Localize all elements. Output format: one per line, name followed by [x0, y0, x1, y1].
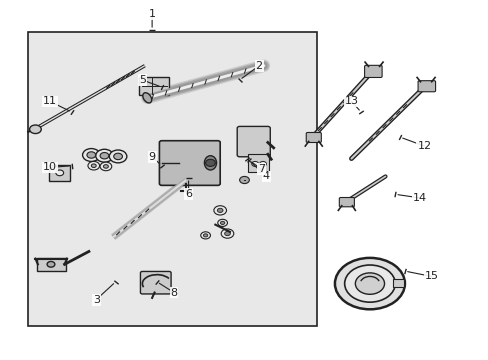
Circle shape — [47, 261, 55, 267]
Circle shape — [213, 206, 226, 215]
Text: 3: 3 — [93, 295, 100, 305]
Circle shape — [201, 232, 210, 239]
FancyBboxPatch shape — [237, 126, 270, 157]
FancyBboxPatch shape — [37, 258, 65, 271]
Circle shape — [334, 258, 404, 309]
Text: 13: 13 — [344, 96, 358, 107]
Circle shape — [91, 164, 96, 167]
Circle shape — [355, 273, 384, 294]
Circle shape — [221, 229, 233, 238]
Circle shape — [109, 150, 126, 163]
Circle shape — [217, 219, 227, 226]
Circle shape — [224, 231, 230, 236]
FancyBboxPatch shape — [305, 132, 321, 143]
FancyBboxPatch shape — [417, 81, 435, 92]
Circle shape — [344, 265, 394, 302]
Text: 15: 15 — [424, 271, 438, 282]
Circle shape — [87, 152, 96, 158]
FancyBboxPatch shape — [159, 141, 220, 185]
FancyBboxPatch shape — [392, 279, 403, 287]
Text: 12: 12 — [416, 141, 430, 151]
Text: 4: 4 — [262, 171, 269, 181]
Circle shape — [56, 170, 63, 176]
Text: 10: 10 — [43, 162, 57, 172]
Text: 11: 11 — [43, 96, 57, 107]
Circle shape — [103, 165, 108, 168]
Text: 1: 1 — [148, 9, 155, 19]
FancyBboxPatch shape — [49, 165, 70, 181]
Text: 7: 7 — [258, 164, 264, 174]
Circle shape — [220, 221, 224, 225]
FancyBboxPatch shape — [140, 271, 171, 294]
FancyBboxPatch shape — [364, 65, 381, 77]
Circle shape — [96, 149, 113, 162]
Circle shape — [203, 234, 207, 237]
Text: 6: 6 — [184, 189, 192, 199]
FancyBboxPatch shape — [139, 77, 169, 95]
Circle shape — [100, 162, 112, 171]
Text: 14: 14 — [412, 193, 426, 203]
Text: 5: 5 — [139, 75, 145, 85]
Ellipse shape — [204, 156, 216, 170]
Circle shape — [100, 153, 109, 159]
Circle shape — [205, 159, 215, 166]
Circle shape — [239, 176, 249, 184]
Circle shape — [82, 149, 100, 161]
Text: 9: 9 — [148, 152, 155, 162]
Circle shape — [251, 161, 258, 166]
Circle shape — [259, 161, 266, 166]
FancyBboxPatch shape — [339, 198, 354, 207]
Circle shape — [88, 161, 100, 170]
Circle shape — [30, 125, 41, 134]
Bar — [28, 32, 317, 327]
Text: 2: 2 — [255, 61, 262, 71]
Ellipse shape — [142, 93, 151, 103]
FancyBboxPatch shape — [248, 154, 268, 172]
Text: 8: 8 — [170, 288, 177, 297]
Circle shape — [217, 208, 223, 212]
Circle shape — [114, 153, 122, 159]
